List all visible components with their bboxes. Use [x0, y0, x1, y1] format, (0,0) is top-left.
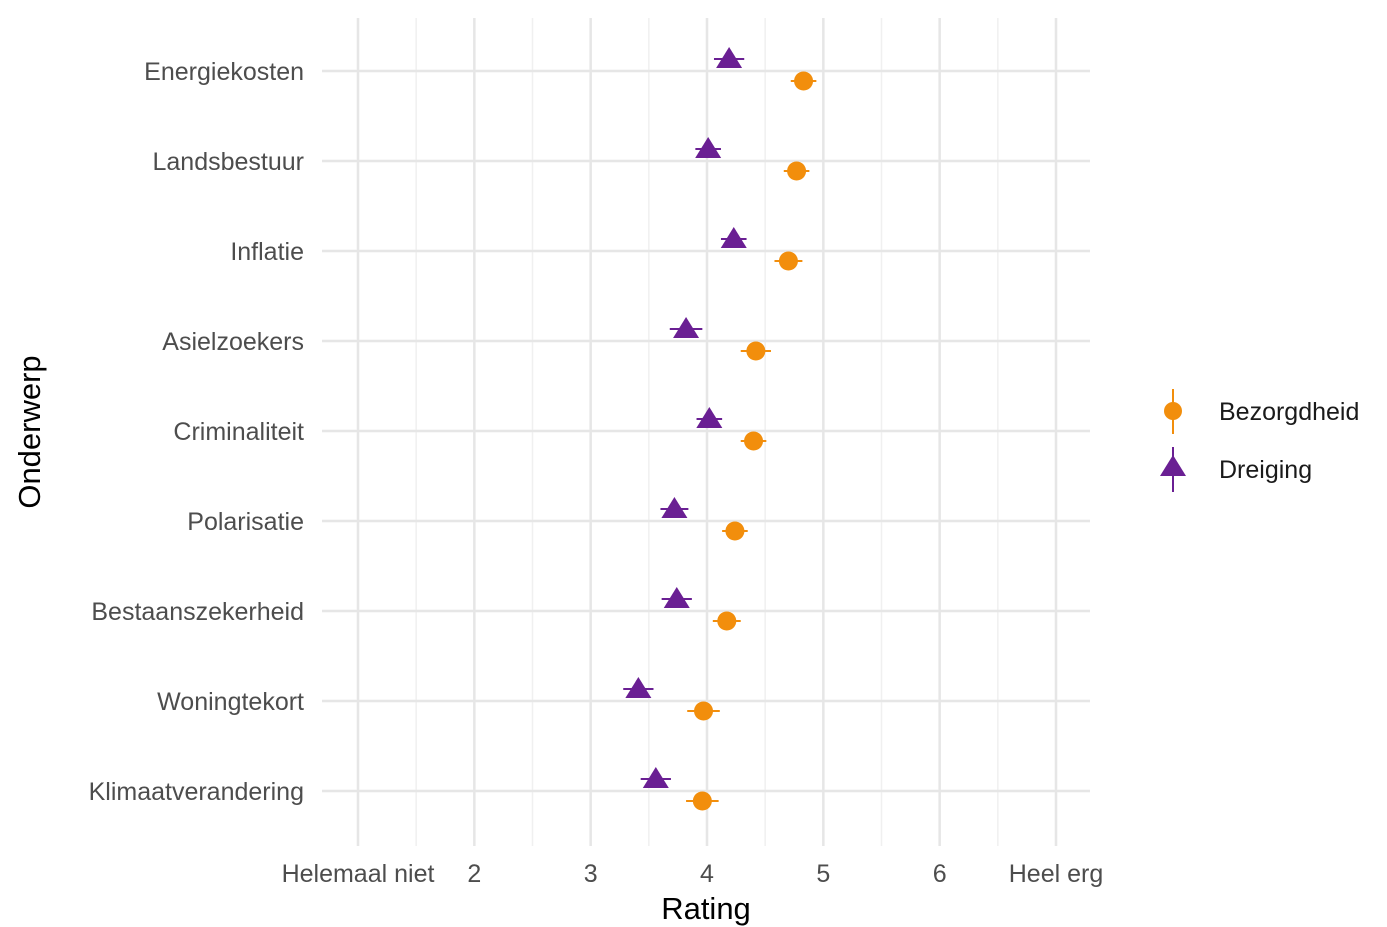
x-axis-title: Rating: [661, 891, 751, 926]
x-tick-label: 6: [933, 860, 947, 888]
point-dreiging: [673, 317, 700, 338]
data-marks: [623, 47, 817, 811]
y-tick-label: Criminaliteit: [173, 418, 304, 446]
point-dreiging: [625, 677, 652, 698]
point-bezorgdheid: [778, 251, 798, 271]
y-tick-label: Landsbestuur: [152, 148, 304, 176]
y-tick-label: Inflatie: [230, 238, 304, 266]
legend-label-bezorgdheid: Bezorgdheid: [1219, 398, 1359, 426]
y-tick-label: Woningtekort: [157, 688, 304, 716]
x-axis-tick-labels: Helemaal niet 2 3 4 5 6 Heel erg: [282, 860, 1104, 888]
y-axis-title: Onderwerp: [12, 355, 47, 508]
x-tick-label: 3: [584, 860, 598, 888]
point-dreiging: [696, 407, 723, 428]
point-bezorgdheid: [725, 521, 745, 541]
x-tick-label: 2: [467, 860, 481, 888]
y-tick-label: Bestaanszekerheid: [91, 598, 304, 626]
point-bezorgdheid: [746, 341, 766, 361]
point-bezorgdheid: [787, 161, 807, 181]
grid-major: [322, 18, 1090, 846]
point-dreiging: [720, 227, 747, 248]
point-dreiging: [695, 137, 722, 158]
legend-item-bezorgdheid: Bezorgdheid: [1164, 389, 1359, 434]
point-bezorgdheid: [744, 431, 764, 451]
legend-item-dreiging: Dreiging: [1160, 447, 1312, 492]
x-tick-label: Heel erg: [1009, 860, 1104, 888]
legend: Bezorgdheid Dreiging: [1160, 389, 1359, 492]
x-tick-label: 5: [816, 860, 830, 888]
point-bezorgdheid: [717, 611, 737, 631]
legend-label-dreiging: Dreiging: [1219, 456, 1312, 484]
y-tick-label: Polarisatie: [187, 508, 304, 536]
point-bezorgdheid: [794, 71, 814, 91]
point-bezorgdheid: [694, 701, 714, 721]
y-tick-label: Asielzoekers: [162, 328, 304, 356]
y-axis-tick-labels: Energiekosten Landsbestuur Inflatie Asielzo…: [89, 58, 304, 806]
y-tick-label: Klimaatverandering: [89, 778, 304, 806]
y-tick-label: Energiekosten: [144, 58, 304, 86]
point-dreiging: [716, 47, 743, 68]
x-tick-label: 4: [700, 860, 714, 888]
point-dreiging: [663, 587, 690, 608]
x-tick-label: Helemaal niet: [282, 860, 435, 888]
point-dreiging: [642, 767, 669, 788]
point-bezorgdheid: [692, 791, 712, 811]
point-dreiging: [661, 497, 688, 518]
legend-dreiging-triangle-icon: [1160, 455, 1186, 476]
legend-bezorgdheid-circle-icon: [1164, 402, 1182, 420]
